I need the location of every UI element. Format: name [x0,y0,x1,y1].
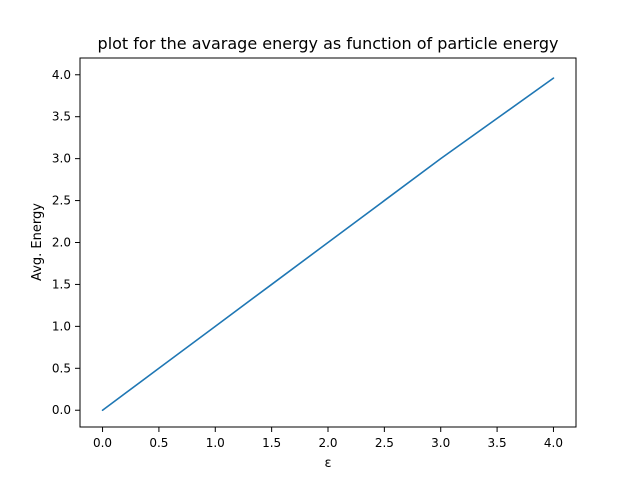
y-tick-label: 1.5 [52,277,71,291]
x-tick-label: 1.0 [206,436,225,450]
y-tick-label: 4.0 [52,68,71,82]
y-tick-label: 0.0 [52,403,71,417]
x-tick-label: 2.5 [375,436,394,450]
y-tick-label: 1.0 [52,319,71,333]
y-axis-label: Avg. Energy [30,203,45,281]
series-line [101,77,555,412]
series-layer [101,77,555,412]
y-tick-label: 3.0 [52,152,71,166]
x-tick-label: 1.5 [262,436,281,450]
x-tick-label: 0.5 [149,436,168,450]
y-tick-label: 3.5 [52,110,71,124]
x-tick-label: 2.0 [318,436,337,450]
chart-title: plot for the avarage energy as function … [98,34,559,53]
x-tick-label: 3.0 [431,436,450,450]
x-axis: 0.0 0.5 1.0 1.5 2.0 2.5 3.0 3.5 4.0 [93,427,563,450]
x-tick-label: 3.5 [488,436,507,450]
y-tick-label: 2.5 [52,194,71,208]
x-tick-label: 4.0 [544,436,563,450]
y-axis: 0.0 0.5 1.0 1.5 2.0 2.5 3.0 3.5 4.0 [52,68,80,417]
y-tick-label: 2.0 [52,236,71,250]
x-axis-label: ε [324,456,331,471]
x-tick-label: 0.0 [93,436,112,450]
y-tick-label: 0.5 [52,361,71,375]
